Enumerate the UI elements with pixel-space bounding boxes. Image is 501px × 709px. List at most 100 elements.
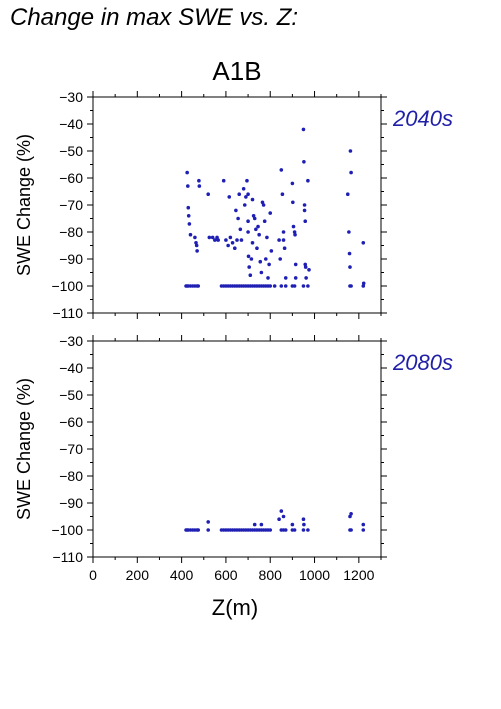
data-point (248, 273, 253, 278)
x-tick-label: 0 (89, 567, 97, 583)
data-point (307, 268, 311, 272)
data-point (278, 257, 283, 261)
data-point (283, 528, 288, 532)
data-point (260, 200, 265, 205)
data-point (361, 528, 366, 532)
data-point (186, 184, 190, 188)
data-point (262, 219, 267, 223)
y-tick-label: −110 (53, 549, 84, 565)
data-point (194, 243, 199, 248)
data-point (347, 251, 352, 256)
data-point (347, 230, 351, 234)
y-tick-label: −90 (59, 495, 83, 511)
x-axis-title: Z(m) (212, 595, 258, 620)
data-point (277, 238, 281, 242)
y-tick-label: −70 (59, 197, 83, 213)
x-tick-label: 200 (126, 567, 150, 583)
y-tick-label: −100 (51, 522, 83, 538)
data-point (230, 241, 235, 245)
y-axis-title: SWE Change (%) (14, 378, 34, 520)
data-point (234, 208, 238, 213)
chart-panel-2040s: −110 −100 −90 −80 −70 −60 −50 −40 −30 SWE Change … (14, 89, 453, 321)
data-point (291, 200, 295, 205)
data-point (268, 211, 273, 215)
data-point (361, 281, 366, 286)
data-point (194, 241, 198, 245)
data-point (292, 528, 297, 532)
data-point (301, 127, 306, 132)
data-point (237, 192, 242, 196)
data-point (361, 522, 366, 527)
page-title: Change in max SWE vs. Z: (10, 4, 299, 31)
y-tick-label: −40 (59, 116, 83, 132)
data-point (252, 216, 257, 221)
panel-label: 2040s (392, 106, 453, 131)
data-point (361, 284, 366, 288)
data-point (236, 216, 240, 221)
data-point (249, 257, 254, 261)
data-point (283, 284, 288, 288)
data-point (250, 197, 255, 202)
data-point (226, 243, 230, 248)
data-point (361, 241, 366, 245)
data-point (267, 262, 271, 267)
data-point (261, 203, 266, 207)
data-point (303, 265, 308, 269)
data-point (265, 235, 269, 240)
data-point (235, 238, 239, 242)
data-point (239, 238, 244, 242)
x-tick-label: 800 (259, 567, 283, 583)
x-tick-label: 1200 (343, 567, 374, 583)
data-point (216, 238, 220, 242)
data-point (302, 203, 307, 207)
data-point (257, 232, 261, 237)
data-point (290, 522, 295, 527)
data-point (348, 265, 352, 269)
data-point (280, 192, 285, 196)
data-point (259, 270, 264, 275)
data-point (348, 149, 353, 153)
data-point (303, 262, 308, 267)
x-tick-label: 400 (170, 567, 194, 583)
data-point (349, 528, 353, 532)
data-point (272, 284, 277, 288)
data-point (246, 192, 250, 196)
data-point (282, 246, 287, 250)
y-tick-label: −100 (51, 278, 83, 294)
data-point (293, 232, 297, 237)
y-tick-label: −60 (59, 170, 83, 186)
data-point (348, 514, 352, 519)
data-point (250, 241, 255, 245)
data-point (301, 528, 306, 532)
data-point (186, 205, 191, 210)
data-point (281, 238, 286, 242)
data-point (246, 230, 250, 234)
data-point (196, 284, 201, 288)
y-tick-label: −30 (59, 89, 83, 105)
data-point (293, 276, 298, 280)
data-point (290, 181, 295, 186)
data-point (228, 235, 233, 240)
data-point (213, 238, 217, 242)
data-point (238, 227, 243, 232)
plot-frame (92, 96, 382, 314)
data-point (197, 178, 201, 183)
y-tick-label: −110 (53, 305, 84, 321)
data-point (245, 178, 249, 183)
y-axis-title: SWE Change (%) (14, 134, 34, 276)
data-point (292, 284, 297, 288)
y-tick-label: −40 (59, 360, 83, 376)
data-point (303, 219, 308, 223)
data-point (252, 522, 257, 527)
data-point (215, 235, 219, 240)
data-point (195, 249, 199, 253)
x-tick-label: 1000 (299, 567, 330, 583)
data-point (246, 219, 250, 223)
data-point (258, 259, 263, 264)
data-point (185, 170, 189, 175)
scenario-label: A1B (212, 56, 261, 86)
data-point (188, 232, 193, 237)
data-point (227, 195, 232, 199)
data-point (302, 160, 306, 164)
x-tick-label: 600 (214, 567, 238, 583)
